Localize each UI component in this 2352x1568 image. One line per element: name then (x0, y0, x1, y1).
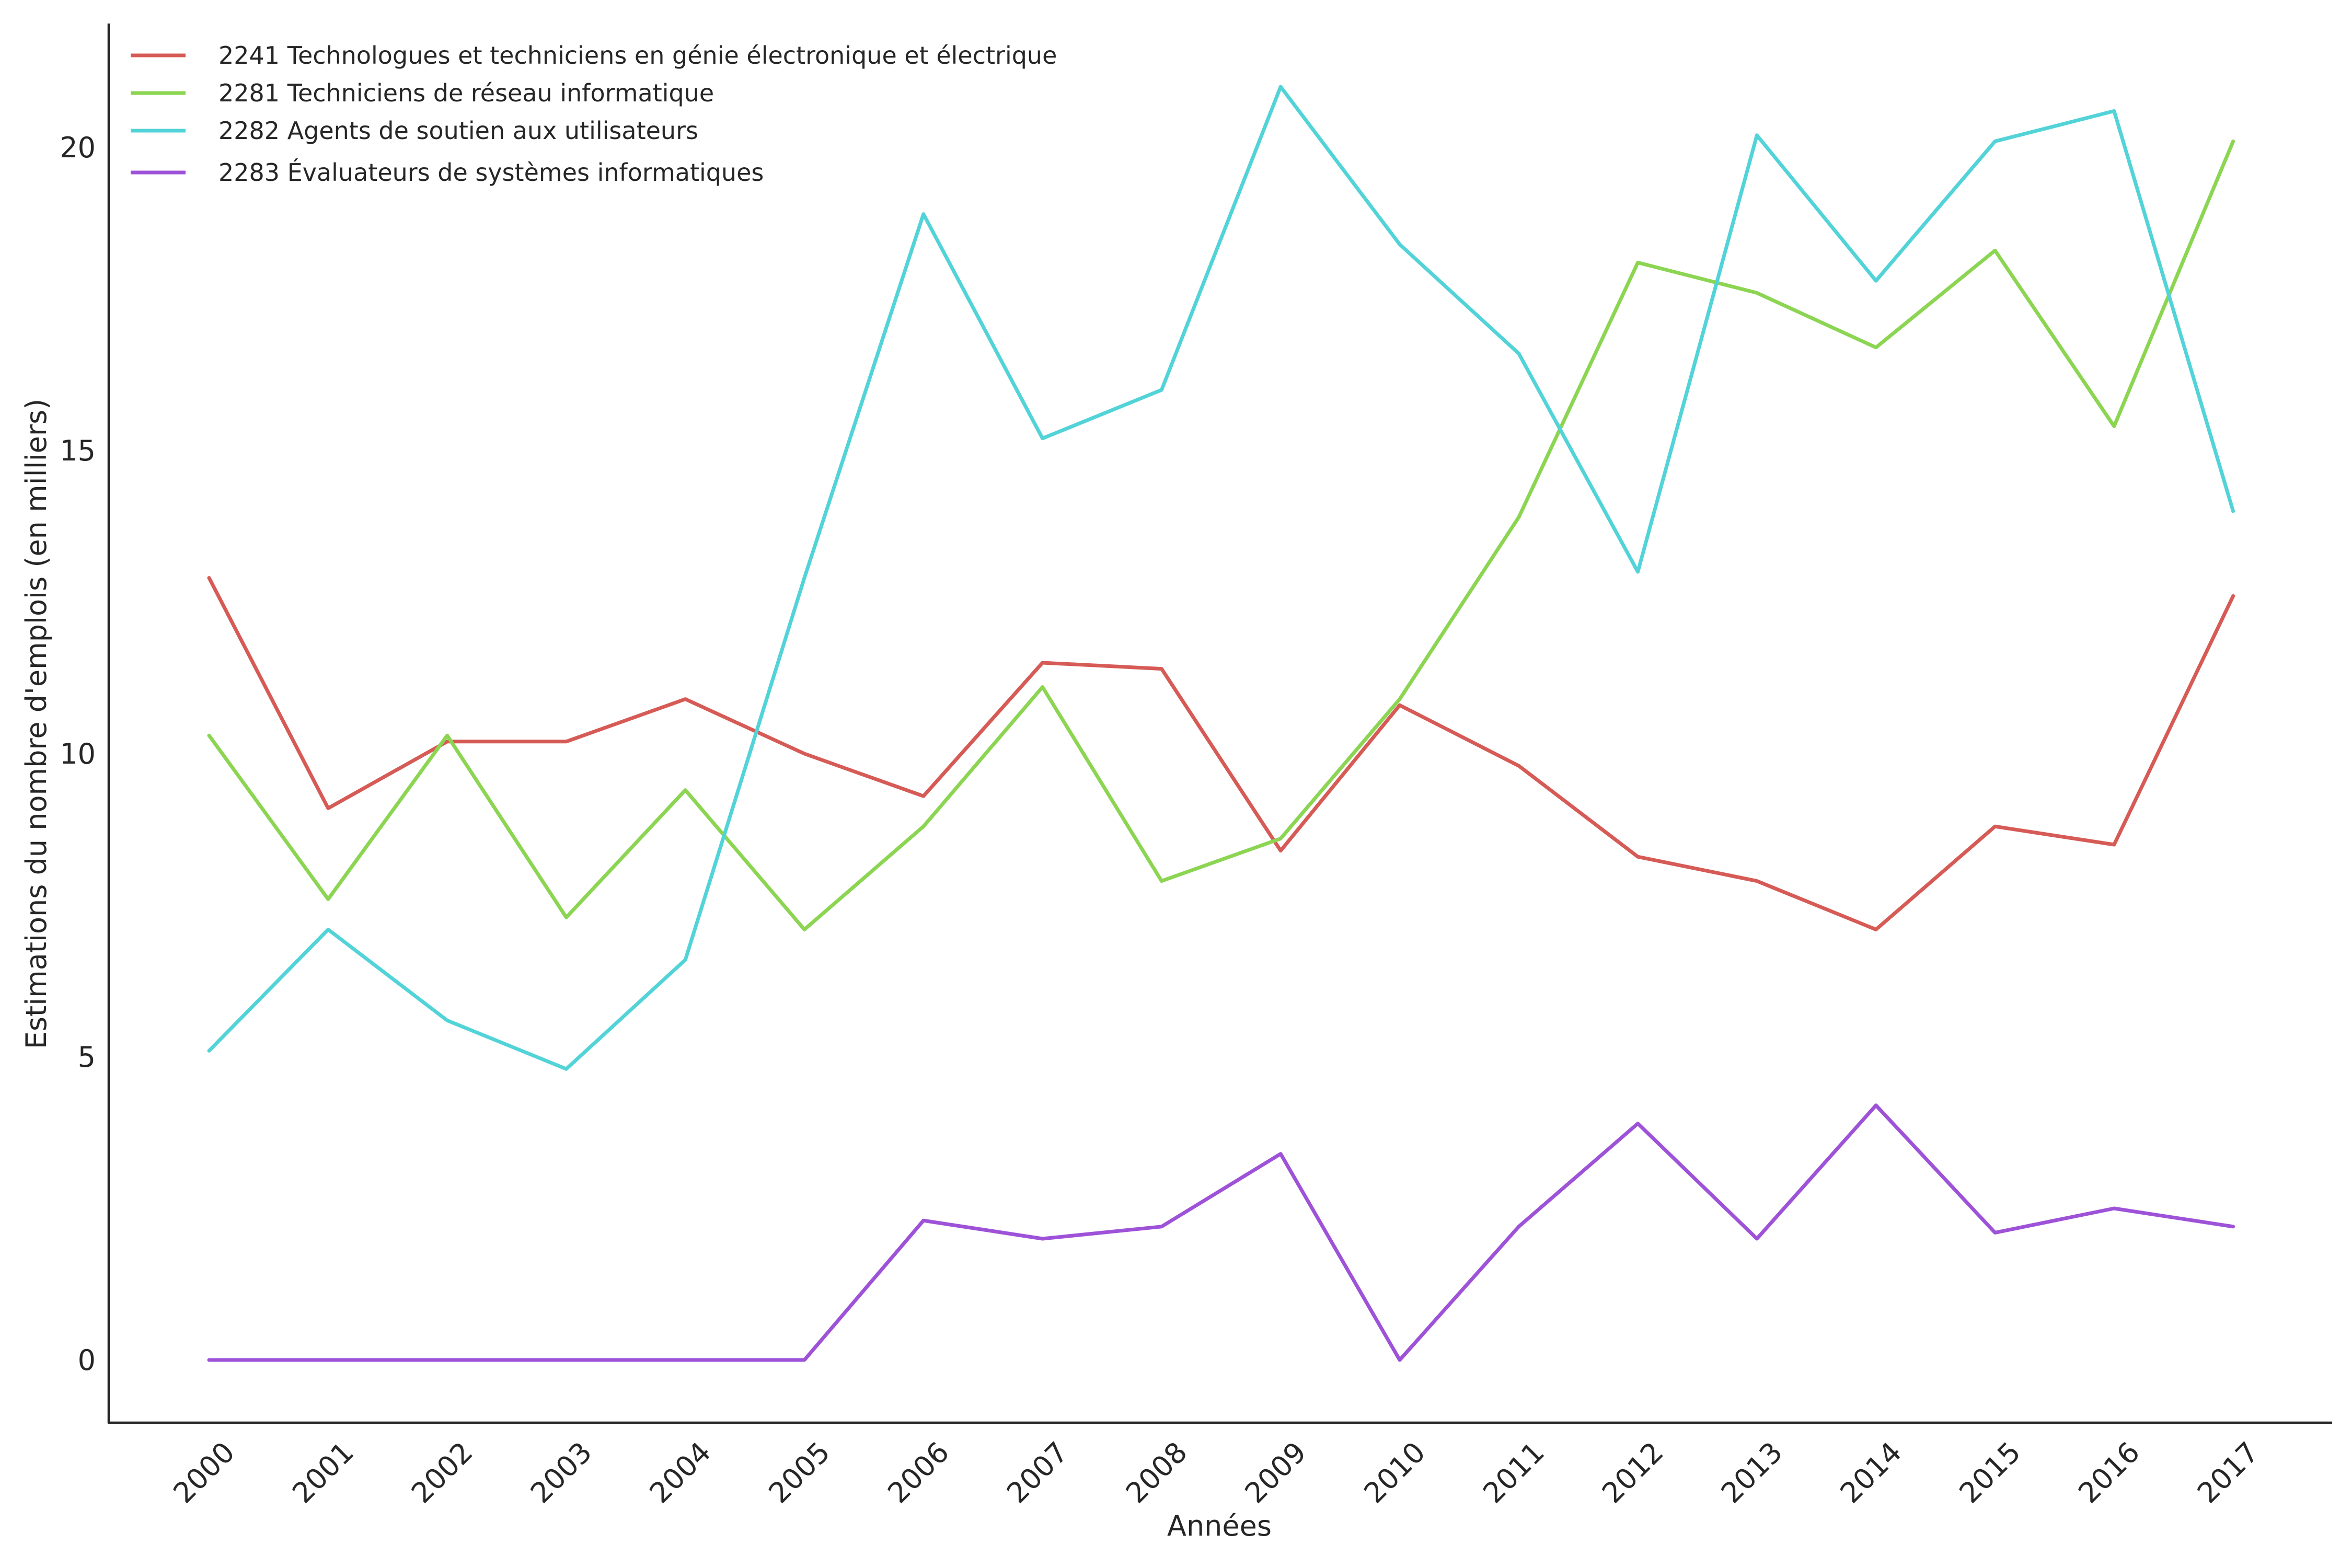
y-tick-label: 15 (60, 434, 96, 467)
x-tick-label: 2016 (2072, 1436, 2146, 1510)
x-tick-label: 2002 (405, 1436, 479, 1510)
series-line-4 (207, 1103, 2235, 1362)
x-tick-label: 2000 (167, 1436, 241, 1510)
x-tick-label: 2012 (1596, 1436, 1670, 1510)
x-tick-label: 2011 (1477, 1436, 1551, 1510)
x-axis-label: Années (1167, 1509, 1272, 1542)
x-tick-label: 2005 (762, 1436, 836, 1510)
y-tick-label: 0 (78, 1344, 96, 1377)
x-axis-ticks: 2000 2001 2002 2003 2004 2005 2006 2007 2008 2009… (167, 1436, 2265, 1510)
series-line-2 (207, 139, 2235, 931)
x-tick-label: 2009 (1239, 1436, 1313, 1510)
x-tick-label: 2015 (1953, 1436, 2027, 1510)
legend-label: 2283 Évaluateurs de systèmes informatiqu… (218, 158, 764, 187)
x-tick-label: 2010 (1357, 1436, 1432, 1510)
plot-lines (207, 85, 2235, 1362)
legend: 2241 Technologues et techniciens en géni… (131, 41, 1057, 187)
x-tick-label: 2017 (2191, 1436, 2265, 1510)
y-tick-label: 20 (60, 131, 96, 164)
y-axis-ticks: 0 5 10 15 20 (60, 131, 96, 1377)
x-tick-label: 2007 (1000, 1436, 1075, 1510)
x-tick-label: 2003 (524, 1436, 598, 1510)
x-tick-label: 2004 (643, 1436, 718, 1510)
x-tick-label: 2014 (1834, 1436, 1908, 1510)
y-axis-label: Estimations du nombre d'emplois (en mill… (20, 399, 53, 1050)
x-tick-label: 2001 (286, 1436, 360, 1510)
x-tick-label: 2008 (1120, 1436, 1194, 1510)
legend-label: 2282 Agents de soutien aux utilisateurs (218, 117, 698, 145)
legend-label: 2241 Technologues et techniciens en géni… (218, 41, 1057, 70)
y-tick-label: 5 (78, 1041, 96, 1074)
series-line-1 (207, 576, 2235, 931)
series-line-3 (207, 85, 2235, 1071)
x-tick-label: 2006 (881, 1436, 955, 1510)
y-tick-label: 10 (60, 737, 96, 770)
legend-label: 2281 Techniciens de réseau informatique (218, 79, 714, 107)
x-tick-label: 2013 (1715, 1436, 1789, 1510)
